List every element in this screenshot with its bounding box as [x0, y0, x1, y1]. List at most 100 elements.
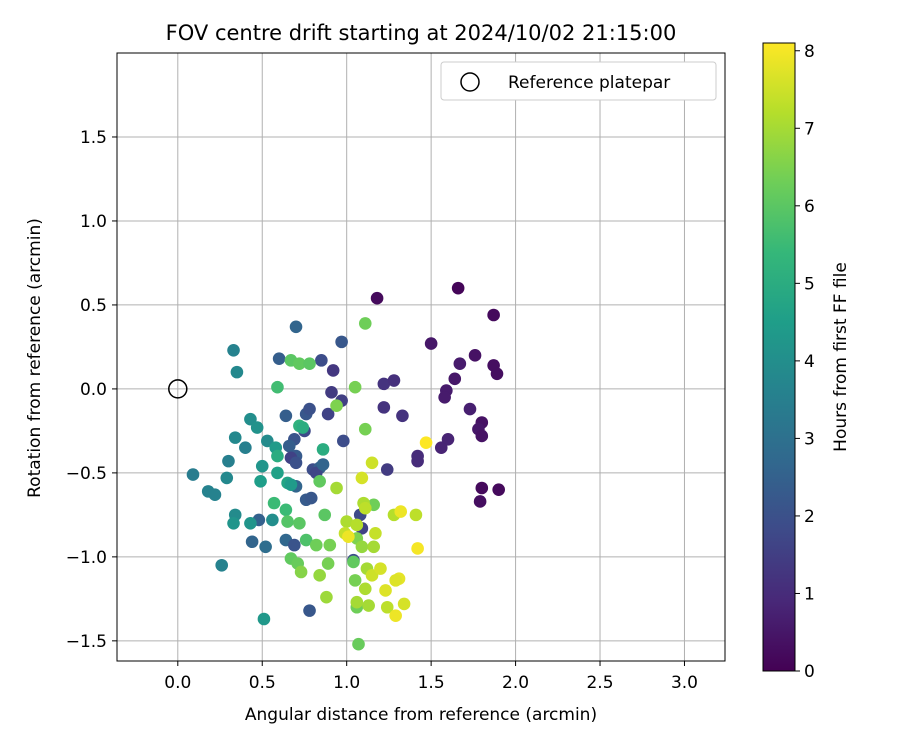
- colorbar-tick-label: 7: [804, 119, 815, 139]
- data-point: [463, 402, 477, 416]
- data-point: [369, 527, 382, 540]
- data-point: [304, 491, 318, 505]
- data-point: [316, 458, 330, 471]
- colorbar-tick-label: 5: [804, 274, 815, 294]
- colorbar-tick-label: 2: [804, 507, 815, 527]
- data-point: [303, 357, 316, 371]
- data-point: [335, 335, 348, 349]
- grid-lines: [117, 53, 725, 661]
- data-point: [340, 515, 353, 528]
- data-point: [186, 468, 200, 481]
- data-point: [380, 463, 394, 476]
- data-point: [394, 505, 408, 518]
- data-point: [396, 409, 409, 423]
- legend-label: Reference platepar: [508, 73, 670, 93]
- data-point: [309, 538, 323, 552]
- data-point: [321, 557, 335, 570]
- data-point: [473, 495, 487, 508]
- data-point: [272, 352, 286, 365]
- data-point: [289, 320, 303, 334]
- data-point: [438, 391, 451, 404]
- data-point: [320, 590, 333, 604]
- data-point: [448, 372, 462, 386]
- data-point: [355, 471, 369, 485]
- data-point: [279, 503, 293, 517]
- data-point: [318, 508, 332, 522]
- data-point: [365, 456, 379, 470]
- data-point: [380, 600, 394, 614]
- data-point: [316, 443, 330, 456]
- y-tick-label: 1.0: [80, 212, 107, 232]
- data-point: [348, 380, 362, 394]
- data-point: [279, 409, 293, 423]
- data-point: [325, 385, 338, 399]
- data-point: [271, 380, 284, 394]
- data-point: [451, 281, 465, 295]
- x-tick-label: 3.0: [671, 673, 698, 693]
- x-tick-label: 1.5: [418, 673, 445, 693]
- data-point: [411, 454, 424, 468]
- y-tick-label: −1.0: [66, 548, 107, 568]
- y-tick-label: 0.0: [80, 380, 107, 400]
- data-point: [358, 422, 372, 436]
- data-point: [284, 478, 298, 491]
- data-point: [250, 421, 264, 434]
- data-point: [227, 343, 240, 357]
- legend: Reference platepar: [440, 61, 717, 101]
- data-point: [411, 542, 424, 555]
- data-point: [296, 421, 310, 434]
- data-point: [352, 637, 365, 651]
- data-point: [434, 441, 448, 454]
- data-point: [244, 412, 257, 426]
- colorbar: 0 1 2 3 4 5 6 7 8 Hours from first FF file: [762, 42, 851, 682]
- data-point: [409, 508, 423, 522]
- data-point: [281, 515, 294, 528]
- data-point: [208, 488, 222, 502]
- data-point: [330, 399, 343, 413]
- data-point: [313, 474, 326, 488]
- y-tick-label: 0.5: [80, 296, 107, 316]
- data-point: [255, 459, 269, 473]
- data-points: [186, 281, 505, 651]
- data-point: [424, 337, 438, 350]
- chart-title: FOV centre drift starting at 2024/10/02 …: [166, 21, 677, 45]
- data-point: [330, 481, 343, 495]
- colorbar-tick-label: 4: [804, 352, 815, 372]
- data-point: [347, 555, 360, 569]
- data-point: [244, 516, 257, 530]
- x-axis-label: Angular distance from reference (arcmin): [245, 705, 597, 725]
- data-point: [266, 513, 279, 527]
- data-point: [475, 481, 489, 495]
- data-point: [370, 291, 384, 305]
- data-point: [294, 565, 308, 579]
- data-point: [342, 530, 355, 544]
- y-tick-label: −0.5: [66, 464, 107, 484]
- data-point: [293, 357, 306, 371]
- data-point: [228, 431, 242, 444]
- data-point: [358, 317, 372, 330]
- data-point: [379, 584, 392, 597]
- data-point: [303, 604, 316, 617]
- data-point: [321, 407, 335, 421]
- x-ticks: 0.0 0.5 1.0 1.5 2.0 2.5 3.0: [164, 661, 698, 693]
- x-tick-label: 0.0: [164, 673, 191, 693]
- data-point: [358, 582, 372, 596]
- data-point: [337, 434, 350, 448]
- data-point: [377, 401, 391, 414]
- colorbar-ticks: 0 1 2 3 4 5 6 7 8: [795, 42, 815, 682]
- colorbar-tick-label: 8: [804, 42, 815, 62]
- y-ticks: −1.5 −1.0 −0.5 0.0 0.5 1.0 1.5: [66, 128, 117, 652]
- data-point: [220, 471, 234, 485]
- data-point: [257, 612, 271, 626]
- data-point: [441, 432, 455, 446]
- data-point: [389, 609, 402, 622]
- data-point: [387, 374, 401, 387]
- y-tick-label: −1.5: [66, 632, 107, 652]
- data-point: [271, 449, 284, 463]
- data-point: [492, 483, 505, 496]
- x-tick-label: 2.5: [586, 673, 613, 693]
- colorbar-tick-label: 1: [804, 584, 815, 604]
- data-point: [245, 535, 259, 549]
- data-point: [267, 496, 281, 510]
